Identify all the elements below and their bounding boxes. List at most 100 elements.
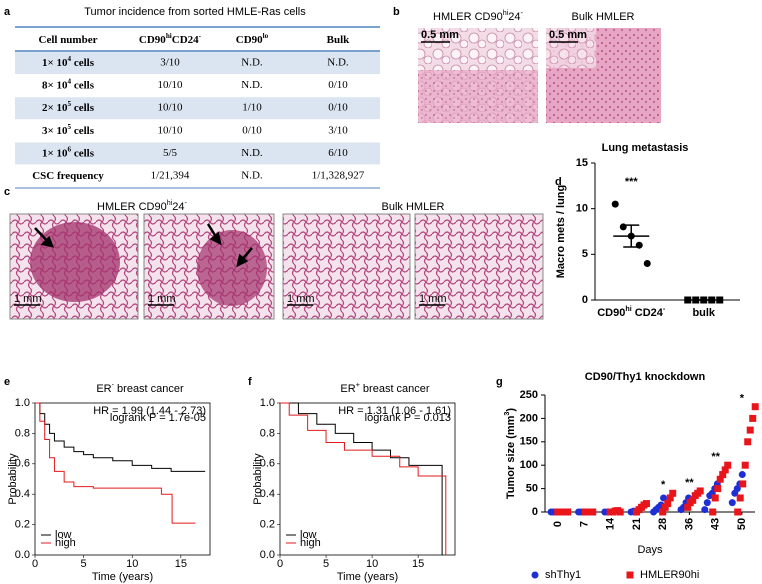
text-part: CD90 <box>597 307 625 319</box>
y-tick-label: 10 <box>576 203 588 215</box>
x-tick-label: CD90hi CD24- <box>597 305 666 319</box>
text-part: cells <box>71 124 95 136</box>
panel-label: e <box>4 376 10 388</box>
x-tick-label: 43 <box>710 518 722 530</box>
data-point <box>739 480 747 488</box>
superscript: hi <box>166 32 172 40</box>
table-cell: N.D. <box>327 57 349 69</box>
legend-label: low <box>300 529 317 541</box>
text-part: CD24 <box>632 307 664 319</box>
y-tick-label: 0.4 <box>260 488 275 500</box>
y-tick-label: 0.4 <box>15 488 30 500</box>
y-tick-label: 0.2 <box>260 519 275 531</box>
chart-title: ER+ breast cancer <box>340 381 429 395</box>
superscript: 5 <box>68 122 72 130</box>
data-point <box>709 508 717 516</box>
text-part: 24 <box>172 201 184 213</box>
x-tick-label: 14 <box>605 517 617 530</box>
data-point <box>703 499 711 507</box>
y-tick-label: 200 <box>520 412 538 424</box>
superscript: - <box>199 32 202 40</box>
text-part: Tumor size (mm <box>505 415 517 499</box>
data-point <box>616 508 624 516</box>
annotation: ** <box>685 477 694 489</box>
chart-title: CD90/Thy1 knockdown <box>585 371 706 383</box>
table-cell: 0/10 <box>328 102 348 114</box>
data-point <box>728 499 736 507</box>
table-cell: 8× 104 cells <box>42 77 95 91</box>
superscript: hi <box>167 199 173 207</box>
y-axis-label: Tumor size (mm3) <box>503 408 517 500</box>
x-tick-label: 28 <box>657 518 669 530</box>
y-tick-label: 0 <box>532 506 538 518</box>
superscript: - <box>112 381 115 389</box>
table-cell: 0/10 <box>242 124 262 136</box>
text-part: breast cancer <box>360 383 430 395</box>
superscript: 6 <box>68 145 72 153</box>
data-point <box>666 494 674 502</box>
superscript: hi <box>625 305 631 313</box>
x-tick-label: 15 <box>175 558 187 570</box>
data-point <box>531 571 539 579</box>
tumor-region <box>30 222 120 302</box>
data-point <box>684 503 692 511</box>
data-point <box>749 414 757 422</box>
data-point <box>661 503 669 511</box>
x-tick-label: 10 <box>126 558 138 570</box>
data-point <box>719 471 727 479</box>
data-point <box>689 496 697 504</box>
histology-image <box>546 28 596 68</box>
x-tick-label: 0 <box>552 521 564 527</box>
table-cell: 5/5 <box>163 147 178 159</box>
x-axis-label: Time (years) <box>337 571 398 583</box>
text-part: HMLER CD90 <box>433 11 503 23</box>
y-tick-label: 50 <box>526 483 538 495</box>
text-part: CSC frequency <box>32 170 104 182</box>
data-point <box>711 494 719 502</box>
text-part: 24 <box>508 11 520 23</box>
x-tick-label: 21 <box>631 518 643 530</box>
data-point <box>669 489 677 497</box>
stat-text: logrank P = 0.013 <box>365 412 451 424</box>
stat-text: HR = 1.99 (1.44 - 2.73) <box>93 405 206 417</box>
y-tick-label: 0.2 <box>15 519 30 531</box>
text-part: Bulk HMLER <box>382 201 445 213</box>
table-cell: 3/10 <box>328 124 348 136</box>
data-point <box>721 466 729 474</box>
text-part: breast cancer <box>114 383 184 395</box>
table-cell: 1× 106 cells <box>42 145 95 159</box>
table-cell: 3× 105 cells <box>42 122 95 136</box>
legend-label: high <box>55 537 76 549</box>
y-axis-label: Macro mets / lung <box>555 185 567 279</box>
table-cell: N.D. <box>241 57 263 69</box>
annotation: * <box>661 479 666 491</box>
table-cell: 0/10 <box>328 79 348 91</box>
annotation: * <box>740 393 745 405</box>
scale-label: 1 mm <box>287 293 315 305</box>
table-cell: N.D. <box>241 79 263 91</box>
chart-title: ER- breast cancer <box>96 381 184 395</box>
panel-label: d <box>555 176 562 188</box>
arrows <box>34 223 253 268</box>
y-tick-label: 0.8 <box>260 427 275 439</box>
panel-label: c <box>4 186 10 198</box>
data-point <box>564 508 572 516</box>
data-point <box>642 500 650 508</box>
text-part: cells <box>71 147 95 159</box>
legend-label: shThy1 <box>545 569 581 581</box>
legend-label: high <box>300 537 321 549</box>
histology-image <box>282 213 411 320</box>
data-point <box>701 506 709 514</box>
table-cell: 1/10 <box>242 102 262 114</box>
histology-image <box>414 213 544 320</box>
scale-label: 1 mm <box>148 293 176 305</box>
x-axis-label: Days <box>637 544 663 556</box>
table-cell: 1× 104 cells <box>42 55 95 69</box>
data-point <box>643 259 651 267</box>
survival-curve <box>280 402 443 555</box>
x-tick-label: 15 <box>412 558 424 570</box>
image-title: HMLER CD90hi24- <box>433 9 524 23</box>
y-tick-label: 0.8 <box>15 427 30 439</box>
y-tick-label: 100 <box>520 459 538 471</box>
